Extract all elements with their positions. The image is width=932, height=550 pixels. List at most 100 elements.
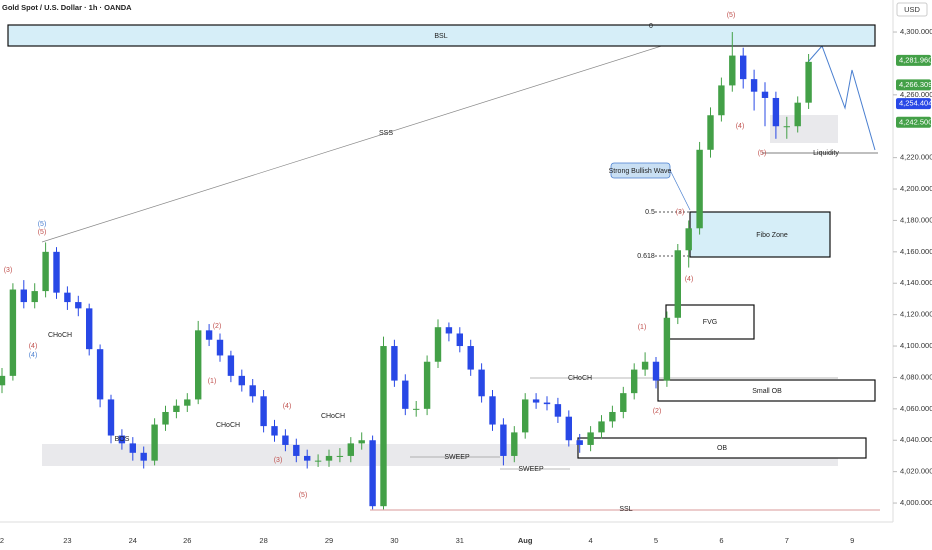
- candle-body: [631, 369, 638, 394]
- y-tick-label: 4,080.000: [900, 372, 932, 381]
- x-tick-label: 23: [63, 536, 71, 545]
- wave-label: (2): [653, 408, 662, 415]
- trend-line: [41, 24, 729, 243]
- wave-label: (5): [758, 150, 767, 157]
- candle-body: [205, 330, 213, 340]
- candle-body: [129, 443, 136, 453]
- candle-body: [42, 251, 49, 292]
- price-label-box: [896, 116, 931, 128]
- candle-body: [783, 126, 790, 128]
- y-tick-label: 4,020.000: [900, 467, 932, 476]
- candle-body: [325, 455, 333, 461]
- candle-body: [173, 405, 180, 412]
- annotation: CHoCH: [48, 332, 72, 339]
- candle-body: [794, 102, 801, 127]
- candle-body: [140, 452, 147, 461]
- zone-label: BSL: [434, 33, 447, 40]
- candle-body: [162, 411, 169, 425]
- candle-body: [511, 432, 518, 456]
- y-tick-label: 4,300.000: [900, 27, 932, 36]
- candle-body: [75, 302, 82, 309]
- candle-body: [369, 440, 376, 507]
- candle-body: [761, 91, 769, 98]
- candle-body: [107, 399, 115, 436]
- y-tick-label: 4,120.000: [900, 310, 932, 319]
- x-tick-label: 29: [325, 536, 333, 545]
- x-tick-label: 30: [390, 536, 398, 545]
- price-label: 4,254.404: [899, 99, 932, 108]
- candle-body: [64, 292, 71, 303]
- candle-body: [151, 424, 158, 461]
- candle-body: [565, 416, 572, 441]
- currency-box: [896, 2, 928, 17]
- annotation: 0.618: [637, 253, 655, 260]
- wave-label: (5): [299, 492, 308, 499]
- zone-label: Fibo Zone: [756, 232, 788, 239]
- candle-body: [500, 424, 507, 456]
- callout-line: [669, 169, 691, 211]
- candle-body: [423, 361, 431, 409]
- wave-label: (5): [727, 12, 736, 19]
- candle-body: [184, 399, 191, 406]
- wave-label: (4): [29, 343, 38, 350]
- y-tick-label: 4,160.000: [900, 247, 932, 256]
- wave-label: (4): [736, 123, 745, 130]
- y-tick-label: 4,060.000: [900, 404, 932, 413]
- annotation: 0.5: [645, 209, 655, 216]
- annotation: Liquidity: [813, 150, 839, 157]
- y-tick-label: 4,200.000: [900, 184, 932, 193]
- candle-body: [0, 375, 6, 386]
- candle-body: [249, 385, 256, 397]
- candle-body: [293, 444, 300, 456]
- candle-body: [467, 346, 474, 370]
- candle-body: [718, 85, 725, 116]
- wave-label: (1): [208, 378, 217, 385]
- candle-body: [609, 411, 616, 422]
- candle-body: [391, 346, 398, 381]
- candle-body: [674, 250, 681, 318]
- x-tick-label: 9: [850, 536, 854, 545]
- candle-body: [707, 115, 714, 150]
- annotation: SSL: [619, 506, 632, 513]
- price-label: 4,242.500: [899, 117, 932, 126]
- candle-body: [271, 426, 278, 436]
- y-tick-label: 4,100.000: [900, 341, 932, 350]
- wave-label: (4): [283, 403, 292, 410]
- annotation: Strong Bullish Wave: [609, 168, 672, 175]
- candle-body: [696, 149, 703, 229]
- candle-body: [336, 455, 344, 457]
- annotation: SWEEP: [518, 466, 544, 473]
- ob-zone: [577, 437, 867, 459]
- candle-body: [238, 375, 245, 386]
- wave-label: (4): [685, 276, 694, 283]
- y-tick-label: 4,180.000: [900, 215, 932, 224]
- candle-body: [358, 440, 365, 444]
- price-label: 4,266.309: [899, 80, 932, 89]
- annotation: SWEEP: [444, 454, 470, 461]
- wave-label: (3): [274, 457, 283, 464]
- candle-body: [532, 399, 540, 403]
- price-label-box: [896, 79, 931, 91]
- x-tick-label: 6: [719, 536, 723, 545]
- annotation: 0: [649, 23, 653, 30]
- candle-body: [543, 402, 551, 405]
- candle-body: [652, 361, 660, 381]
- annotation: CHoCH: [216, 422, 240, 429]
- wave-label: (3): [676, 209, 685, 216]
- price-label-box: [896, 54, 931, 66]
- candle-body: [434, 327, 442, 362]
- candle-body: [413, 408, 420, 410]
- candle-body: [314, 460, 322, 462]
- candle-body: [380, 346, 387, 507]
- zone-label: Small OB: [752, 388, 782, 395]
- candle-body: [118, 435, 126, 444]
- candle-body: [685, 228, 692, 251]
- price-label-box: [896, 98, 931, 110]
- candle-body: [772, 97, 780, 127]
- candle-body: [347, 443, 354, 456]
- y-tick-label: 4,000.000: [900, 498, 932, 507]
- candle-body: [740, 55, 747, 80]
- small-ob-zone: [657, 379, 876, 402]
- currency: USD: [904, 5, 920, 14]
- candle-body: [86, 308, 93, 350]
